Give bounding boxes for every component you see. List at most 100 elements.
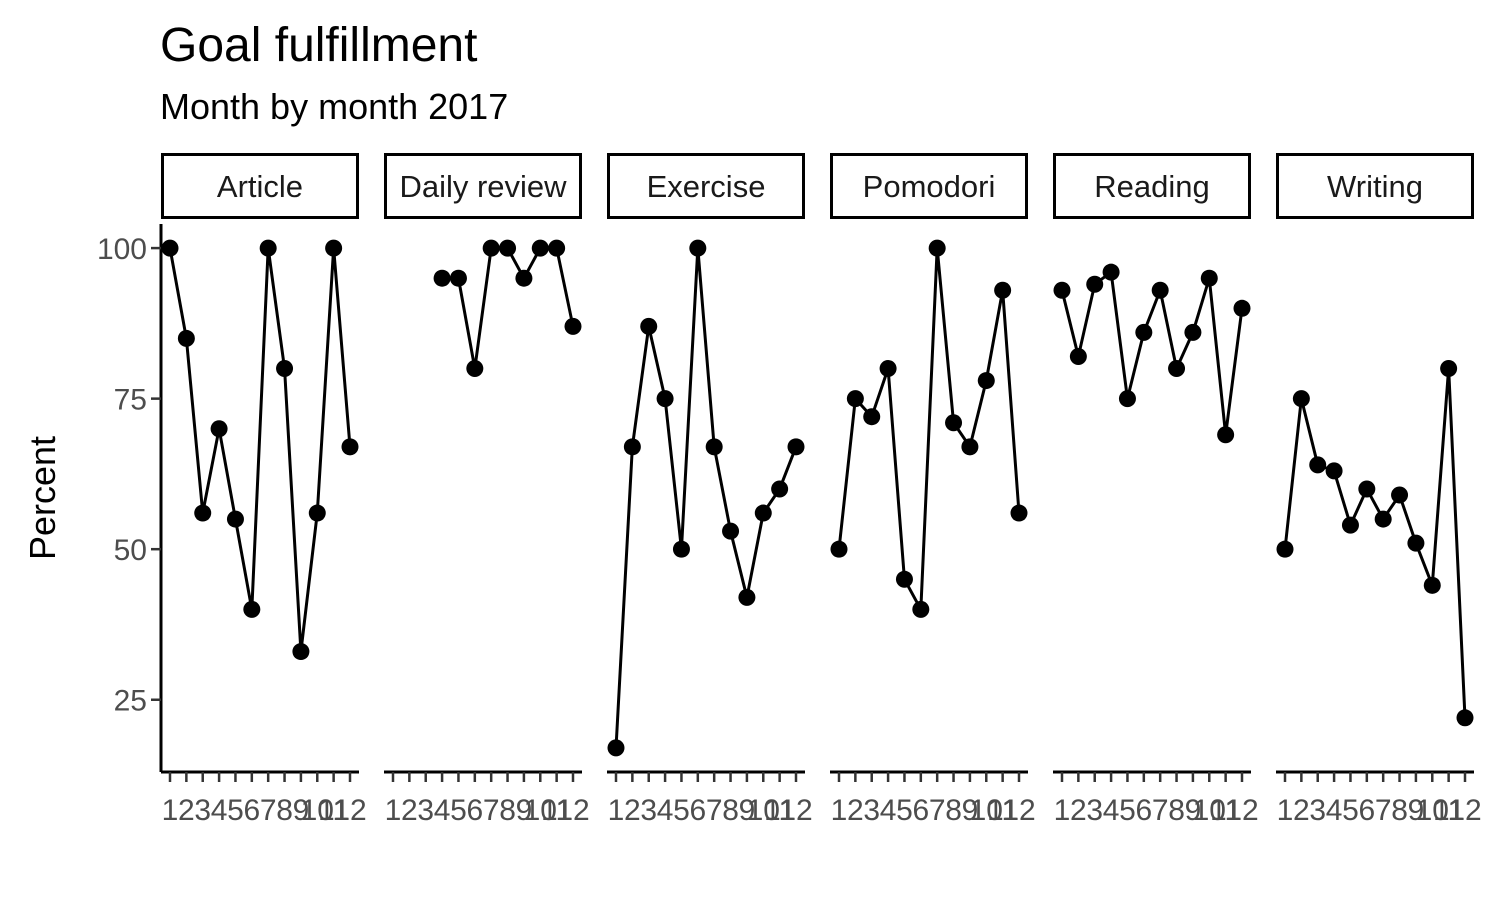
x-tick-label: 8	[1391, 794, 1408, 827]
data-point	[1309, 456, 1327, 474]
x-tick-label: 5	[1342, 794, 1359, 827]
data-point	[1341, 516, 1359, 534]
data-point	[1200, 269, 1218, 287]
x-tick-label: 6	[912, 794, 929, 827]
x-tick-label: 3	[194, 794, 211, 827]
x-tick-label: 2	[1070, 794, 1087, 827]
x-tick-label: 8	[276, 794, 293, 827]
x-tick-label: 11	[1433, 794, 1464, 827]
x-tick-label: 7	[1152, 794, 1169, 827]
x-tick-label: 11	[1210, 794, 1241, 827]
x-tick-label: 3	[863, 794, 880, 827]
x-tick-label: 12	[333, 794, 366, 827]
facet-strip	[384, 153, 582, 219]
x-tick-label: 8	[499, 794, 516, 827]
data-point	[607, 739, 625, 757]
data-point	[640, 317, 658, 335]
x-tick-label: 5	[1119, 794, 1136, 827]
data-point	[623, 438, 641, 456]
data-point	[1168, 360, 1186, 378]
facet-strip	[830, 153, 1028, 219]
x-tick-label: 3	[1086, 794, 1103, 827]
data-point	[564, 317, 582, 335]
facet-strip-label: Daily review	[399, 169, 567, 204]
x-tick-label: 6	[1135, 794, 1152, 827]
data-point	[705, 438, 723, 456]
x-tick-label: 1	[385, 794, 402, 827]
x-tick-label: 4	[657, 794, 674, 827]
series-line	[1060, 270, 1244, 437]
x-tick-label: 9	[293, 794, 310, 827]
x-tick-label: 12	[556, 794, 589, 827]
data-point	[895, 570, 913, 588]
data-point	[1407, 534, 1425, 552]
x-tick-label: 12	[779, 794, 812, 827]
data-point	[771, 480, 789, 498]
x-tick-label: 2	[178, 794, 195, 827]
data-point	[325, 239, 343, 257]
x-tick-label: 9	[516, 794, 533, 827]
x-tick-label: 2	[847, 794, 864, 827]
data-point	[994, 281, 1012, 299]
data-point	[656, 390, 674, 408]
data-point	[787, 438, 805, 456]
data-point	[863, 408, 881, 426]
data-point	[1053, 281, 1071, 299]
data-point	[433, 269, 451, 287]
x-tick-label: 6	[689, 794, 706, 827]
x-tick-label: 7	[706, 794, 723, 827]
x-tick-label: 7	[1375, 794, 1392, 827]
data-point	[1069, 347, 1087, 365]
x-tick-label: 10	[1193, 794, 1226, 827]
x-tick-label: 10	[1416, 794, 1449, 827]
data-point	[1456, 709, 1474, 727]
data-point	[515, 269, 533, 287]
data-point	[308, 504, 326, 522]
facet-strip-label: Writing	[1327, 169, 1423, 204]
data-point	[961, 438, 979, 456]
series-line	[837, 246, 1021, 611]
x-tick-label: 11	[987, 794, 1018, 827]
x-tick-label: 4	[1103, 794, 1120, 827]
data-point	[672, 540, 690, 558]
x-tick-label: 10	[301, 794, 334, 827]
x-tick-label: 6	[466, 794, 483, 827]
data-point	[194, 504, 212, 522]
x-tick-label: 12	[1002, 794, 1035, 827]
data-point	[1325, 462, 1343, 480]
x-tick-label: 4	[211, 794, 228, 827]
data-point	[1217, 426, 1235, 444]
data-point	[1276, 540, 1294, 558]
facet-strip	[1276, 153, 1474, 219]
x-tick-label: 8	[945, 794, 962, 827]
x-tick-label: 2	[624, 794, 641, 827]
facet-strip	[1053, 153, 1251, 219]
data-point	[449, 269, 467, 287]
x-tick-label: 4	[880, 794, 897, 827]
x-tick-label: 7	[483, 794, 500, 827]
data-point	[1440, 360, 1458, 378]
data-point	[1118, 390, 1136, 408]
data-point	[531, 239, 549, 257]
series-line	[1283, 367, 1467, 718]
x-tick-label: 4	[434, 794, 451, 827]
x-tick-label: 11	[318, 794, 349, 827]
x-tick-label: 1	[831, 794, 848, 827]
x-tick-label: 9	[962, 794, 979, 827]
x-tick-label: 5	[673, 794, 690, 827]
data-point	[738, 588, 756, 606]
y-axis-label: Percent	[22, 436, 63, 560]
x-tick-label: 7	[929, 794, 946, 827]
y-axis: 25 50 75 100	[97, 224, 163, 772]
data-point	[499, 239, 517, 257]
data-point	[1374, 510, 1392, 528]
data-point	[1086, 275, 1104, 293]
x-tick-label: 12	[1448, 794, 1481, 827]
y-tick-label: 75	[114, 384, 147, 417]
